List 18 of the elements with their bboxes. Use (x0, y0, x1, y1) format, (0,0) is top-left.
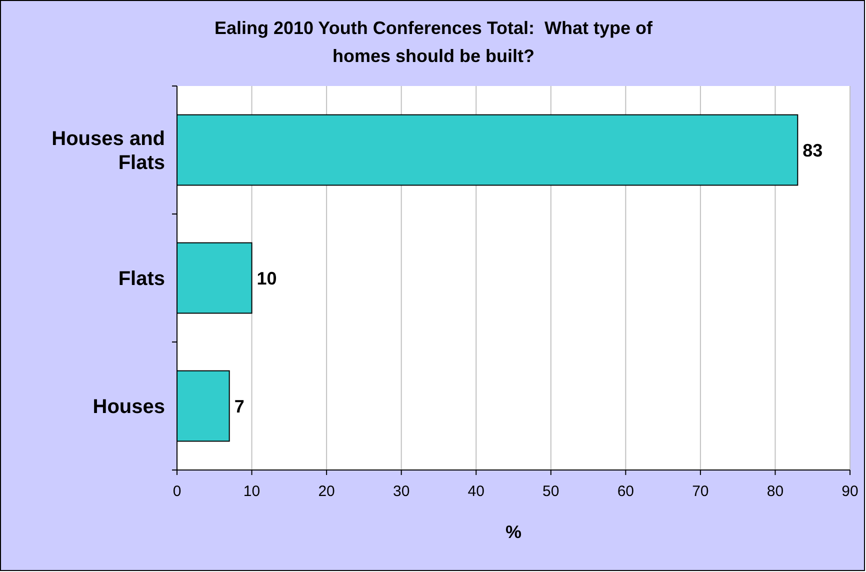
x-tick-label: 70 (692, 483, 709, 500)
data-label: 83 (802, 140, 823, 160)
x-axis-title: % (505, 522, 522, 542)
x-tick-label: 50 (542, 483, 560, 500)
x-tick-label: 20 (318, 483, 335, 500)
data-label: 10 (256, 268, 277, 288)
x-tick-label: 10 (243, 483, 260, 500)
data-label: 7 (234, 396, 244, 416)
x-tick-label: 90 (842, 483, 858, 500)
x-tick-label: 60 (617, 483, 634, 500)
y-tick-label: Houses (92, 396, 165, 418)
x-tick-label: 30 (392, 483, 410, 500)
x-tick-label: 0 (172, 483, 182, 500)
y-tick-label: Flats (118, 268, 165, 290)
x-tick-label: 80 (766, 483, 784, 500)
y-tick-label: Houses and Flats (52, 128, 165, 174)
x-tick-label: 40 (468, 483, 484, 500)
chart-title: Ealing 2010 Youth Conferences Total: What type of homes should be built? (214, 18, 654, 66)
